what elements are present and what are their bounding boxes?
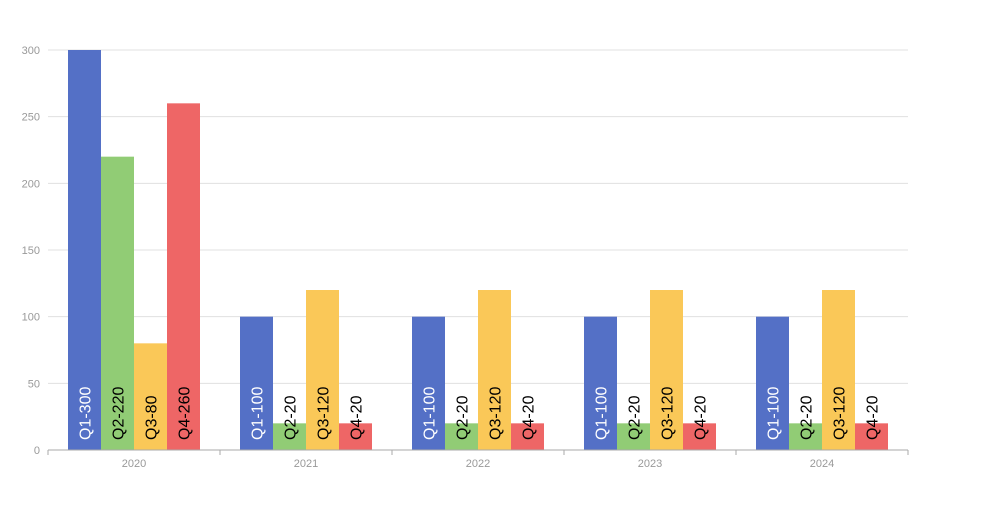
- bar: [584, 316, 617, 450]
- bar: [478, 290, 511, 450]
- bars: [68, 50, 888, 450]
- y-tick-label: 300: [22, 45, 40, 57]
- bar: [68, 50, 101, 450]
- bar: [617, 423, 650, 450]
- bar: [650, 290, 683, 450]
- bar-labels: Q1-300 Q2-220 Q3-80 Q4-260 Q1-100 Q2-20 Q3-120…: [78, 387, 882, 440]
- y-tick-label: 100: [22, 312, 40, 324]
- bar: [167, 103, 200, 450]
- bar-label: Q2-220: [111, 387, 128, 440]
- bar: [822, 290, 855, 450]
- y-tick-label: 250: [22, 112, 40, 124]
- x-tick-label: 2021: [294, 458, 318, 470]
- bar-label: Q4-20: [349, 395, 366, 440]
- y-tick-label: 200: [22, 178, 40, 190]
- bar: [511, 423, 544, 450]
- bar-label: Q4-20: [521, 395, 538, 440]
- bar-label: Q2-20: [283, 395, 300, 440]
- bar-label: Q4-260: [177, 387, 194, 440]
- x-tick-label: 2024: [810, 458, 834, 470]
- bar: [412, 316, 445, 450]
- bar-label: Q1-100: [766, 387, 783, 440]
- bar-label: Q3-80: [144, 395, 161, 440]
- x-tick-label: 2020: [122, 458, 146, 470]
- bar: [134, 343, 167, 450]
- bar: [756, 316, 789, 450]
- bar-label: Q2-20: [627, 395, 644, 440]
- bar-label: Q4-20: [693, 395, 710, 440]
- bar: [240, 316, 273, 450]
- bar: [445, 423, 478, 450]
- axes: 0 50 100 150 200 250 300 2020 2021 2022 2023 2024: [22, 45, 909, 470]
- x-tick-label: 2022: [466, 458, 490, 470]
- bar: [339, 423, 372, 450]
- y-tick-label: 0: [34, 445, 40, 457]
- x-tick-label: 2023: [638, 458, 662, 470]
- bar: [273, 423, 306, 450]
- bar: [101, 156, 134, 450]
- bar-label: Q3-120: [660, 387, 677, 440]
- bar: [855, 423, 888, 450]
- bar-label: Q1-100: [250, 387, 267, 440]
- bar-label: Q2-20: [799, 395, 816, 440]
- bar: [789, 423, 822, 450]
- bar-label: Q2-20: [455, 395, 472, 440]
- y-tick-label: 150: [22, 245, 40, 257]
- bar: [683, 423, 716, 450]
- bar: [306, 290, 339, 450]
- bar-label: Q3-120: [316, 387, 333, 440]
- bar-label: Q1-300: [78, 387, 95, 440]
- bar-label: Q4-20: [865, 395, 882, 440]
- bar-label: Q1-100: [594, 387, 611, 440]
- bar-label: Q3-120: [488, 387, 505, 440]
- bar-label: Q1-100: [422, 387, 439, 440]
- y-tick-label: 50: [28, 378, 40, 390]
- bar-label: Q3-120: [832, 387, 849, 440]
